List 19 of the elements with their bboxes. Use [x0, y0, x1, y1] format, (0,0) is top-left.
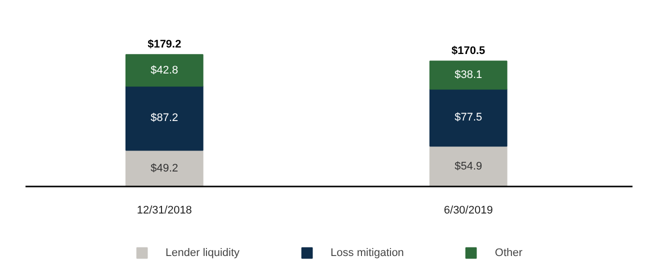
x-tick-label: 12/31/2018: [136, 204, 192, 216]
data-label: $38.1: [454, 69, 482, 82]
data-label: $87.2: [150, 112, 178, 124]
data-label: $54.9: [454, 160, 482, 172]
x-tick-label: 6/30/2019: [444, 204, 493, 216]
total-label: $179.2: [148, 38, 182, 51]
bar: [125, 54, 204, 87]
data-label: $49.2: [150, 162, 178, 174]
data-label: $77.5: [454, 112, 482, 124]
total-label: $170.5: [452, 45, 486, 58]
bar: [429, 60, 508, 90]
data-label: $42.8: [150, 64, 178, 76]
bar: [429, 88, 508, 147]
bar: [125, 86, 204, 151]
legend-label: Other: [494, 246, 522, 258]
bar: [429, 146, 508, 187]
bar: [125, 150, 204, 187]
legend-label: Lender liquidity: [166, 246, 240, 258]
legend-label: Loss mitigation: [330, 246, 404, 258]
